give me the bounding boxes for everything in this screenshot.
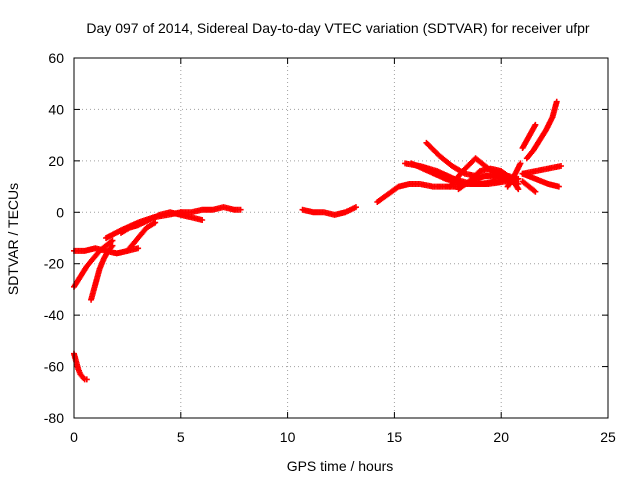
x-tick-labels: 0 5 10 15 20 25	[70, 429, 616, 445]
data-point	[109, 237, 116, 244]
y-tick-label: -40	[44, 307, 64, 323]
series-arc-p	[504, 160, 524, 190]
data-point	[558, 163, 565, 169]
data-point	[517, 160, 524, 167]
series-arc-q	[523, 98, 560, 162]
data-point	[515, 175, 522, 182]
y-tick-label: -80	[44, 410, 64, 426]
x-tick-label: 15	[387, 429, 403, 445]
series-arc-i	[299, 204, 359, 218]
x-tick-label: 20	[493, 429, 509, 445]
series-arc-c	[88, 242, 116, 303]
data-point	[135, 245, 142, 252]
y-tick-label: -60	[44, 359, 64, 375]
chart-title: Day 097 of 2014, Sidereal Day-to-day VTE…	[86, 20, 590, 36]
series-arc-r	[519, 121, 539, 151]
y-tick-label: 20	[48, 153, 64, 169]
data-point	[553, 98, 560, 105]
data-point	[352, 204, 359, 211]
y-tick-label: 0	[56, 204, 64, 220]
data-point	[555, 183, 562, 190]
plot-frame	[73, 57, 609, 419]
series-arc-u	[519, 178, 539, 195]
series-arc-h	[177, 204, 244, 216]
series-arc-b	[71, 237, 116, 290]
y-axis-title: SDTVAR / TECUs	[5, 183, 21, 295]
data-point	[152, 219, 159, 226]
x-tick-label: 10	[280, 429, 296, 445]
x-axis-title: GPS time / hours	[287, 458, 394, 474]
data-point	[83, 376, 90, 383]
data-point	[532, 188, 539, 195]
series-arc-s	[519, 163, 565, 177]
series-arc-d	[71, 350, 90, 383]
series-arc-t	[519, 170, 562, 190]
data-point	[515, 186, 522, 193]
y-tick-label: 40	[48, 101, 64, 117]
data-point	[199, 217, 206, 223]
series-arc-f	[124, 219, 159, 254]
x-tick-label: 5	[177, 429, 185, 445]
data-series	[71, 98, 565, 383]
y-tick-label: 60	[48, 50, 64, 66]
y-tick-label: -20	[44, 256, 64, 272]
x-tick-label: 25	[600, 429, 616, 445]
data-point	[109, 242, 116, 249]
data-point	[237, 206, 244, 213]
data-point	[532, 121, 539, 128]
x-tick-label: 0	[70, 429, 78, 445]
y-tick-labels: -80 -60 -40 -20 0 20 40 60	[44, 50, 64, 426]
